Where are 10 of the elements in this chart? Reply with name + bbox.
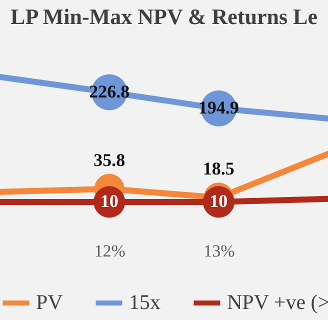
x-tick-label: 12% — [94, 242, 126, 260]
legend-label: 15x — [129, 290, 161, 314]
data-label: 194.9 — [198, 97, 239, 118]
data-label: 10 — [210, 190, 228, 211]
data-label: 10 — [100, 190, 118, 211]
data-label: 18.5 — [202, 158, 234, 179]
data-label: 35.8 — [94, 150, 126, 170]
chart-title: LP Min-Max NPV & Returns Le — [10, 4, 318, 29]
x-tick-label: 13% — [204, 242, 235, 260]
legend-label: PV — [36, 290, 63, 314]
